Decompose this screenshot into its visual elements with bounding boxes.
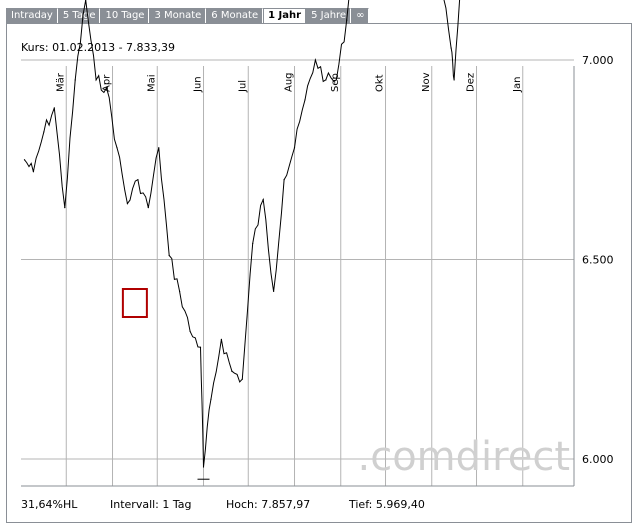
price-point <box>262 199 264 201</box>
interval-label: Intervall: 1 Tag <box>110 498 192 511</box>
price-point <box>147 207 149 209</box>
price-point <box>189 330 191 332</box>
x-tick-label: Jun <box>193 76 204 93</box>
price-point <box>241 378 243 380</box>
price-point <box>325 79 327 81</box>
x-tick-label: Jan <box>512 77 523 93</box>
price-label: Kurs: 01.02.2013 - 7.833,39 <box>21 41 176 54</box>
x-tick-label: Jul <box>237 80 248 93</box>
highlight-box <box>121 288 148 318</box>
price-point <box>43 131 45 133</box>
tab-7[interactable]: ∞ <box>351 8 370 24</box>
y-tick-label: 6.500 <box>582 254 614 267</box>
price-series-line <box>24 0 461 468</box>
price-point <box>450 47 452 49</box>
y-tick-label: 6.000 <box>582 453 614 466</box>
x-tick-label: Okt <box>375 74 386 92</box>
y-tick-label: 7.000 <box>582 54 614 67</box>
price-point <box>273 290 275 293</box>
high-label: Hoch: 7.857,97 <box>226 498 311 511</box>
price-point <box>158 147 160 149</box>
price-point <box>252 242 254 245</box>
price-point <box>105 87 108 89</box>
price-point <box>32 171 35 173</box>
price-point <box>85 0 87 1</box>
hl-label: 31,64%HL <box>21 498 78 511</box>
price-point <box>179 290 181 293</box>
price-point <box>95 79 97 81</box>
comdirect-watermark: .comdirect <box>358 434 571 480</box>
price-point <box>346 19 348 21</box>
price-point <box>137 179 139 181</box>
price-point <box>168 254 170 257</box>
price-point <box>293 147 296 149</box>
price-point <box>220 338 223 340</box>
price-point <box>335 79 337 81</box>
price-point <box>199 346 202 348</box>
x-tick-label: Aug <box>284 72 295 92</box>
price-point <box>304 99 306 101</box>
price-point <box>23 159 26 161</box>
x-tick-label: Dez <box>466 73 477 92</box>
price-point <box>453 79 455 81</box>
x-tick-label: Mär <box>55 72 66 92</box>
price-point <box>116 147 118 149</box>
chart-frame <box>6 23 632 523</box>
price-point <box>64 207 66 209</box>
price-point <box>231 370 233 372</box>
x-tick-label: Nov <box>421 72 432 92</box>
x-tick-label: Sep <box>330 73 341 92</box>
price-point <box>314 59 316 61</box>
price-point <box>202 466 205 468</box>
price-point <box>126 203 129 205</box>
low-label: Tief: 5.969,40 <box>349 498 425 511</box>
x-tick-label: Apr <box>102 74 113 92</box>
tab-1[interactable]: 5 Tage <box>57 8 101 24</box>
price-point <box>210 398 212 400</box>
price-point <box>53 107 55 109</box>
price-point <box>283 179 285 181</box>
x-tick-label: Mai <box>146 74 157 92</box>
price-point <box>74 79 76 81</box>
